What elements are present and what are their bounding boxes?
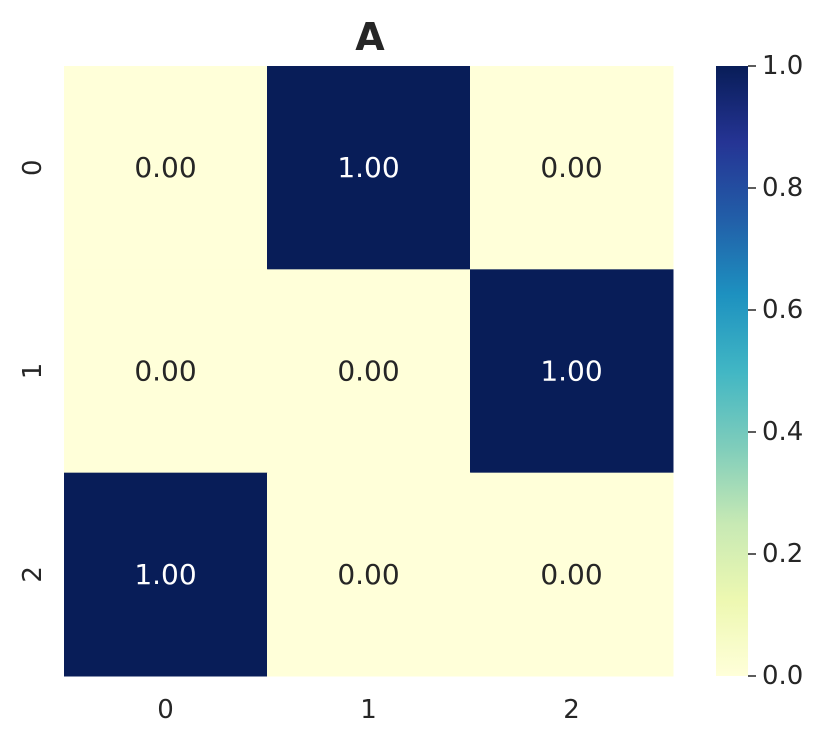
cell-value-label: 0.00 (134, 355, 196, 388)
colorbar-gradient (716, 66, 748, 676)
colorbar-tick-label: 0.2 (762, 539, 803, 569)
heatmap-cells: 0.00 1.00 0.00 0.00 0.00 1.00 1.00 0.00 0.00 (64, 66, 674, 677)
colorbar-tick-label: 0.0 (762, 661, 803, 691)
colorbar-tick-label: 0.8 (762, 173, 803, 203)
colorbar-tick-label: 0.4 (762, 417, 803, 447)
heatmap-cell (470, 472, 674, 677)
heatmap-cell (267, 66, 471, 270)
heatmap-cell (267, 472, 471, 677)
heatmap-cell (470, 269, 674, 474)
cell-value-label: 0.00 (540, 151, 602, 184)
heatmap-cell (267, 269, 471, 474)
cell-value-label: 1.00 (540, 355, 602, 388)
heatmap-cell (470, 66, 674, 270)
heatmap-cell (64, 66, 268, 270)
cell-value-label: 1.00 (134, 558, 196, 591)
x-axis: 0 1 2 (157, 695, 580, 725)
y-tick-label: 1 (18, 363, 48, 380)
cell-value-label: 0.00 (337, 558, 399, 591)
y-tick-label: 2 (18, 566, 48, 583)
x-tick-label: 0 (157, 695, 174, 725)
colorbar-tick-label: 1.0 (762, 51, 803, 81)
x-tick-label: 2 (563, 695, 580, 725)
cell-value-label: 0.00 (337, 355, 399, 388)
colorbar-tick-label: 0.6 (762, 295, 803, 325)
cell-value-label: 0.00 (540, 558, 602, 591)
cell-value-label: 0.00 (134, 151, 196, 184)
x-tick-label: 1 (360, 695, 377, 725)
y-tick-label: 0 (18, 159, 48, 176)
chart-title: A (355, 15, 385, 59)
y-axis: 0 1 2 (18, 159, 48, 582)
cell-value-label: 1.00 (337, 151, 399, 184)
heatmap-cell (64, 472, 268, 677)
colorbar: 0.0 0.2 0.4 0.6 0.8 1.0 (716, 51, 803, 691)
heatmap-cell (64, 269, 268, 474)
